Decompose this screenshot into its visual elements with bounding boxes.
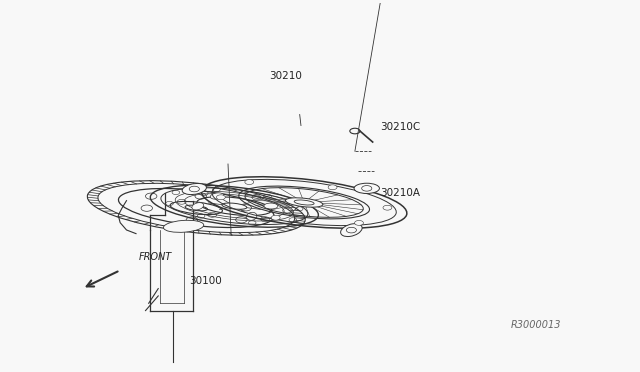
Ellipse shape <box>246 212 257 220</box>
Text: 30210: 30210 <box>269 71 301 81</box>
Ellipse shape <box>340 224 362 237</box>
Ellipse shape <box>185 205 207 211</box>
Text: 30100: 30100 <box>189 276 222 286</box>
Ellipse shape <box>383 205 392 210</box>
Ellipse shape <box>328 185 337 190</box>
Ellipse shape <box>264 203 278 209</box>
Text: R3000013: R3000013 <box>511 320 561 330</box>
Ellipse shape <box>192 203 204 210</box>
Ellipse shape <box>285 198 323 207</box>
Ellipse shape <box>216 195 225 200</box>
Ellipse shape <box>294 200 314 205</box>
Ellipse shape <box>354 183 380 193</box>
Ellipse shape <box>355 221 364 225</box>
Ellipse shape <box>271 215 280 220</box>
Ellipse shape <box>245 180 253 185</box>
Ellipse shape <box>222 203 247 209</box>
Text: 30210C: 30210C <box>380 122 420 132</box>
Text: FRONT: FRONT <box>139 253 172 263</box>
Text: 30210A: 30210A <box>380 188 420 198</box>
Ellipse shape <box>163 220 204 232</box>
Ellipse shape <box>182 183 207 195</box>
Ellipse shape <box>211 193 224 199</box>
